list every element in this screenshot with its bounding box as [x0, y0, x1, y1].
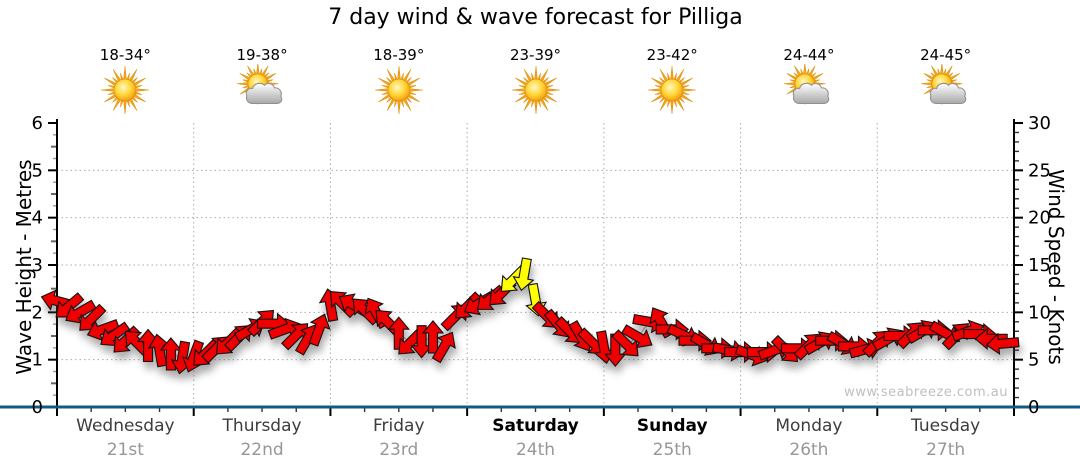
temp-range: 18-34° [99, 46, 151, 64]
day-date: 25th [652, 440, 692, 460]
day-date: 23rd [379, 440, 419, 460]
day-name: Monday [775, 416, 843, 436]
left-tick-label: 3 [32, 255, 43, 276]
day-date: 27th [926, 440, 966, 460]
day-date: 24th [515, 440, 556, 460]
day-date: 26th [789, 440, 829, 460]
day-label: Tuesday 27th [866, 416, 1026, 460]
day-name: Tuesday [911, 416, 981, 436]
right-tick-label: 20 [1028, 208, 1051, 229]
axis-ticks [48, 122, 1023, 416]
right-axis-title: Wind Speed - Knots [1044, 169, 1068, 365]
temp-range: 24-45° [920, 46, 972, 64]
page-title: 7 day wind & wave forecast for Pilliga [328, 5, 743, 30]
sun-icon [647, 65, 697, 115]
wind-arrow [421, 320, 445, 354]
day-date: 21st [106, 440, 144, 460]
tick-labels: 0 1 2 3 4 5 6 0 5 10 15 20 25 30 [32, 113, 1051, 418]
wind-arrow-series [40, 257, 1020, 375]
right-tick-label: 0 [1028, 397, 1039, 418]
left-tick-label: 0 [32, 397, 43, 418]
sun-icon [101, 65, 150, 115]
sun-cloud-icon [236, 64, 283, 106]
wind-arrow-yellow [512, 257, 535, 292]
day-label: Monday 26th [729, 416, 889, 460]
day-label: Wednesday 21st [45, 416, 205, 460]
left-tick-label: 2 [32, 302, 43, 323]
temp-range: 18-39° [373, 46, 425, 64]
axis-lines [0, 119, 1080, 409]
wind-arrow [985, 332, 1020, 356]
day-label: Thursday 22nd [182, 416, 342, 460]
left-tick-label: 6 [32, 113, 43, 134]
wind-arrow [621, 324, 653, 349]
day-date: 22nd [240, 440, 284, 460]
day-name: Wednesday [76, 416, 175, 436]
sun-icon [511, 65, 560, 115]
temp-range: 19-38° [236, 46, 288, 64]
left-tick-label: 1 [32, 350, 43, 371]
day-label: Sunday 25th [592, 416, 752, 460]
left-axis-title: Wave Height - Metres [12, 159, 36, 375]
watermark: www.seabreeze.com.au [844, 385, 1008, 400]
wind-arrow [431, 331, 456, 364]
right-tick-label: 10 [1028, 302, 1051, 323]
right-tick-label: 25 [1028, 160, 1051, 181]
sun-cloud-icon [920, 64, 966, 106]
sun-icon [374, 65, 424, 115]
left-tick-label: 5 [32, 160, 43, 181]
right-tick-label: 5 [1028, 350, 1039, 371]
sun-cloud-icon [783, 64, 830, 106]
day-label: Friday 23rd [319, 416, 479, 460]
wind-arrow [308, 313, 331, 347]
day-name: Thursday [222, 416, 302, 436]
day-name: Sunday [636, 416, 708, 436]
left-tick-label: 4 [32, 208, 43, 229]
day-name: Saturday [492, 416, 579, 436]
day-label: Saturday 24th [456, 416, 616, 460]
right-tick-label: 15 [1028, 255, 1051, 276]
temp-range: 23-39° [509, 46, 562, 64]
temp-range: 23-42° [646, 46, 698, 64]
right-tick-label: 30 [1028, 113, 1051, 134]
day-name: Friday [373, 416, 425, 436]
temp-range: 24-44° [783, 46, 835, 64]
